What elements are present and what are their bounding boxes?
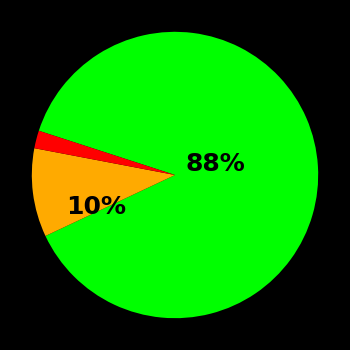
Wedge shape	[32, 148, 175, 236]
Text: 88%: 88%	[185, 152, 245, 176]
Wedge shape	[39, 32, 318, 318]
Text: 10%: 10%	[66, 195, 126, 218]
Wedge shape	[34, 131, 175, 175]
